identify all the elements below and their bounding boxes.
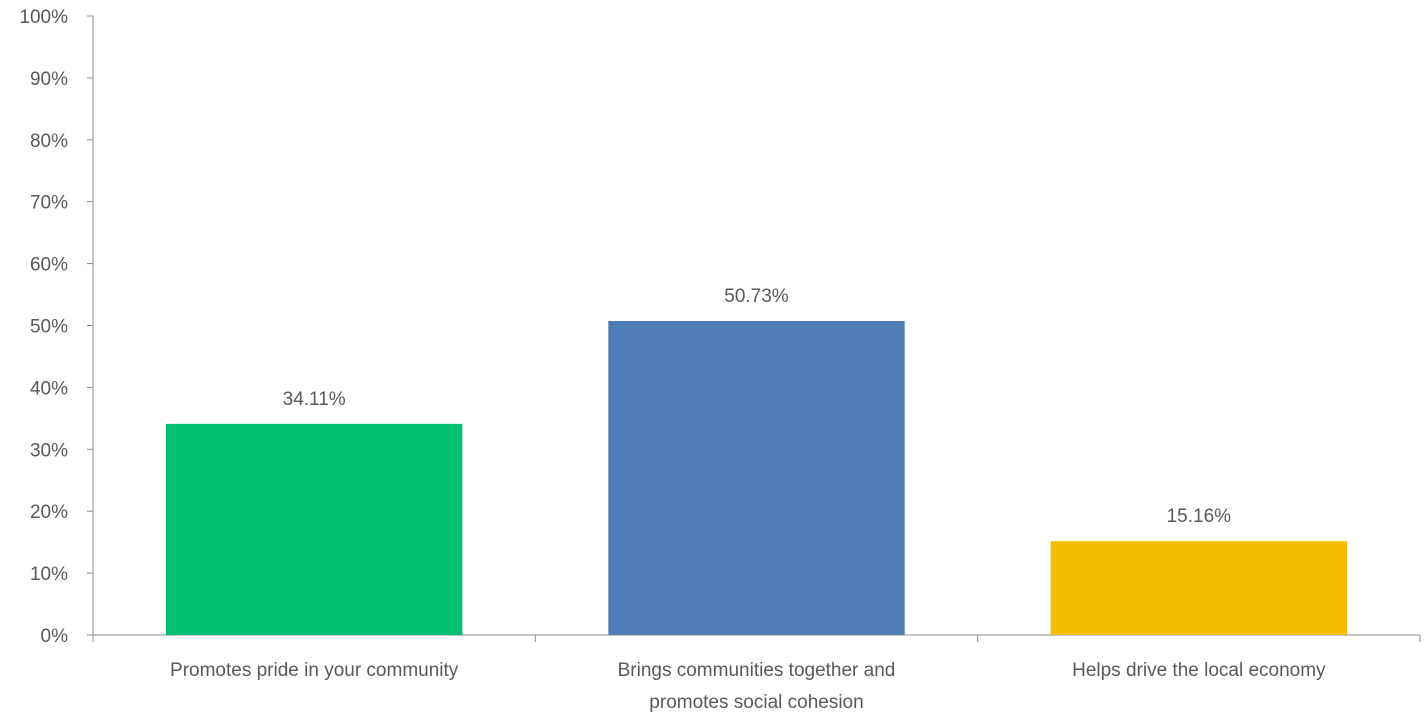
y-tick-label: 50% (30, 317, 68, 338)
category-label-line: Helps drive the local economy (1072, 660, 1326, 681)
y-tick-label: 100% (19, 7, 68, 28)
data-labels: 34.11% 50.73% 15.16% (283, 286, 1232, 527)
y-tick-label: 40% (30, 378, 68, 399)
y-tick-label: 60% (30, 255, 68, 276)
bars (165, 320, 1348, 635)
category-labels: Promotes pride in your community Brings c… (170, 660, 1326, 713)
y-tick-label: 30% (30, 440, 68, 461)
data-label: 15.16% (1167, 506, 1232, 527)
category-label-line: Brings communities together and (618, 660, 896, 681)
category-label-line: Promotes pride in your community (170, 660, 459, 681)
y-tick-label: 80% (30, 131, 68, 152)
category-label: Promotes pride in your community (170, 660, 459, 681)
y-tick-label: 10% (30, 564, 68, 585)
category-label-line: promotes social cohesion (649, 692, 863, 713)
y-tick-label: 90% (30, 69, 68, 90)
category-label: Brings communities together and promotes … (618, 660, 896, 713)
y-axis: 0% 10% 20% 30% 40% 50% 60% 70% 80% 90% 100% (19, 7, 94, 647)
category-label: Helps drive the local economy (1072, 660, 1326, 681)
y-tick-label: 20% (30, 502, 68, 523)
bar (1050, 541, 1348, 635)
bar (608, 320, 905, 635)
y-tick-label: 0% (41, 626, 69, 647)
y-tick-label: 70% (30, 193, 68, 214)
data-label: 50.73% (724, 286, 789, 307)
bar (165, 423, 463, 635)
x-axis (92, 634, 1421, 642)
data-label: 34.11% (283, 389, 346, 410)
